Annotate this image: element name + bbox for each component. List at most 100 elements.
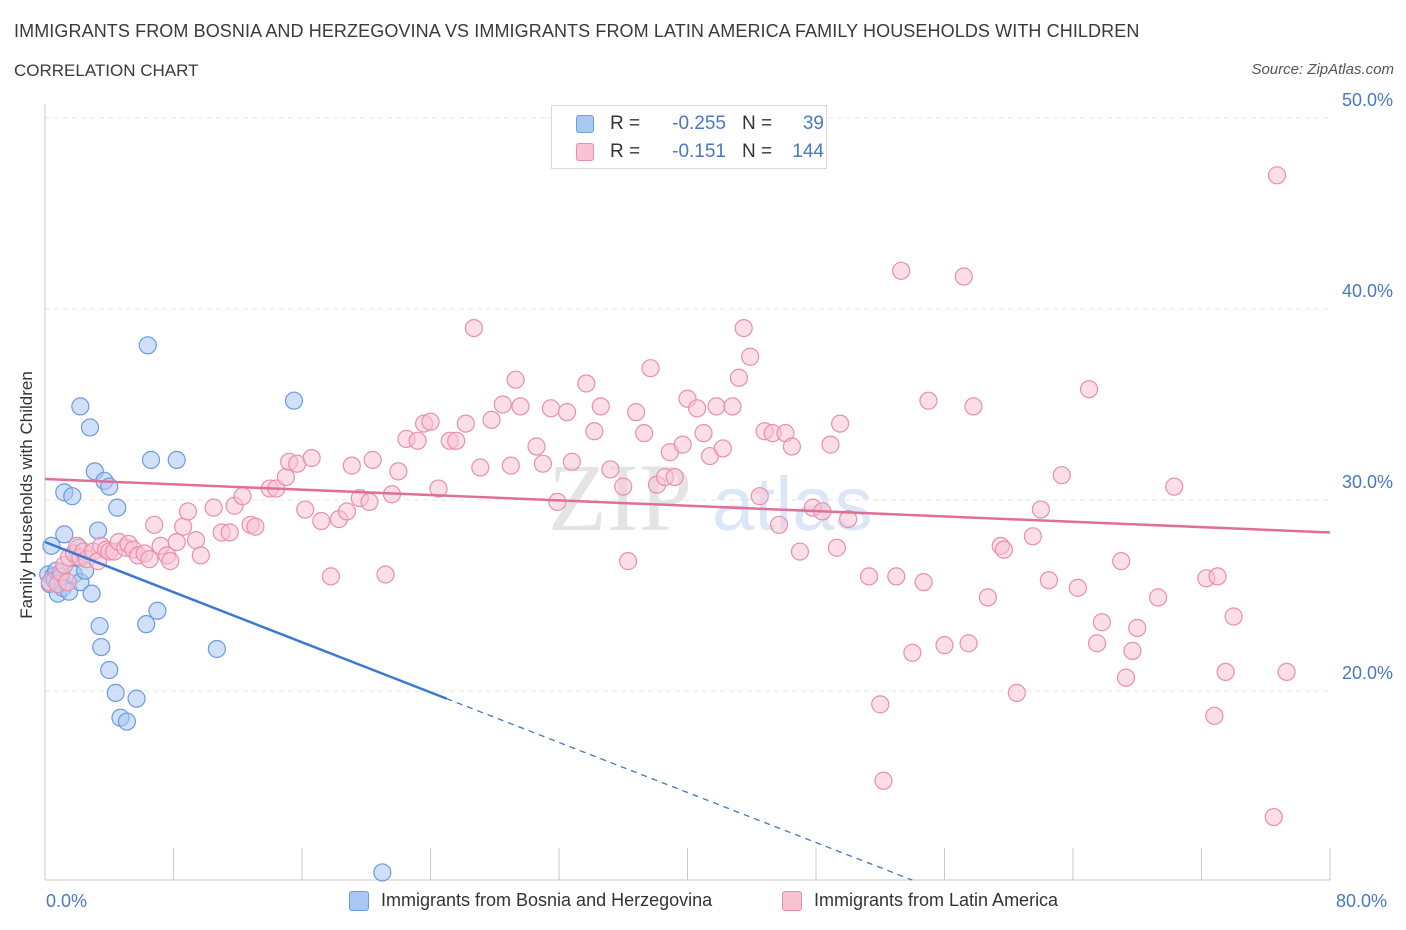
point-bosnia <box>106 683 125 703</box>
point-latin-america <box>1092 613 1112 632</box>
legend-row-latin-america: R = -0.151 N = 144 <box>576 140 824 164</box>
point-latin-america <box>1007 683 1026 703</box>
point-bosnia <box>117 712 137 731</box>
point-latin-america <box>618 552 638 571</box>
point-latin-america <box>782 437 802 456</box>
point-latin-america <box>161 552 180 571</box>
point-latin-america <box>58 573 77 592</box>
chart-subtitle: CORRELATION CHART <box>14 61 199 80</box>
point-latin-america <box>903 643 922 662</box>
point-latin-america <box>959 634 978 653</box>
point-latin-america <box>342 456 361 475</box>
point-bosnia <box>90 616 109 636</box>
axes <box>44 104 1331 881</box>
legend-swatch-latin-america <box>576 143 594 161</box>
point-bosnia <box>100 660 119 680</box>
point-latin-america <box>665 467 684 487</box>
point-latin-america <box>1052 466 1071 485</box>
point-latin-america <box>186 531 206 550</box>
point-latin-america <box>527 437 546 456</box>
y-tick-label: 40.0% <box>1342 281 1393 301</box>
point-latin-america <box>964 397 983 416</box>
point-latin-america <box>337 502 357 521</box>
point-latin-america <box>312 511 331 531</box>
series-label-bosnia: Immigrants from Bosnia and Herzegovina <box>381 890 713 910</box>
point-bosnia <box>141 450 161 469</box>
point-latin-america <box>178 502 198 521</box>
point-bosnia <box>92 637 111 657</box>
point-bosnia <box>55 525 74 544</box>
point-bosnia <box>108 498 127 517</box>
point-latin-america <box>191 546 210 565</box>
y-tick-label: 50.0% <box>1342 90 1393 110</box>
point-latin-america <box>1149 588 1168 607</box>
point-latin-america <box>204 498 223 517</box>
point-latin-america <box>220 523 239 542</box>
point-latin-america <box>641 359 660 378</box>
point-latin-america <box>1116 668 1136 687</box>
point-latin-america <box>140 550 159 569</box>
point-latin-america <box>723 397 742 416</box>
point-latin-america <box>408 431 427 450</box>
trend-line-bosnia-extension <box>446 698 913 881</box>
point-latin-america <box>464 319 483 338</box>
point-latin-america <box>919 391 938 410</box>
point-latin-america <box>1123 641 1142 660</box>
point-latin-america <box>978 588 997 607</box>
point-bosnia <box>284 391 304 410</box>
legend-n-value: 39 <box>802 113 824 134</box>
point-latin-america <box>321 567 341 586</box>
trend-line-latin-america <box>44 477 1331 534</box>
point-latin-america <box>839 509 858 529</box>
legend-n-label: N = <box>742 113 773 134</box>
point-latin-america <box>790 542 810 561</box>
point-latin-america <box>389 462 408 481</box>
point-latin-america <box>1208 567 1227 586</box>
point-latin-america <box>614 477 633 496</box>
watermark: ZIP atlas <box>548 444 873 551</box>
point-latin-america <box>734 319 753 338</box>
point-latin-america <box>1112 552 1131 571</box>
y-tick-labels: 20.0% 30.0% 40.0% 50.0% <box>1342 90 1393 683</box>
point-latin-america <box>830 414 850 433</box>
point-latin-america <box>1128 618 1147 638</box>
point-latin-america <box>585 422 604 441</box>
point-latin-america <box>954 267 973 286</box>
point-latin-america <box>1087 634 1107 653</box>
point-latin-america <box>302 448 321 468</box>
point-latin-america <box>577 374 596 393</box>
data-points <box>39 166 1296 882</box>
point-latin-america <box>145 515 164 534</box>
point-latin-america <box>1031 500 1050 519</box>
point-latin-america <box>360 492 379 512</box>
point-latin-america <box>174 517 193 536</box>
legend-n-value: 144 <box>792 141 824 162</box>
point-latin-america <box>688 399 707 418</box>
point-latin-america <box>1023 527 1042 546</box>
point-latin-america <box>511 397 530 416</box>
point-latin-america <box>827 538 846 557</box>
point-latin-america <box>447 431 466 450</box>
point-latin-america <box>533 454 553 473</box>
point-latin-america <box>821 435 840 454</box>
legend-r-label: R = <box>610 141 641 162</box>
series-label-latin-america: Immigrants from Latin America <box>814 890 1059 910</box>
point-latin-america <box>541 399 561 418</box>
point-latin-america <box>871 695 890 714</box>
point-latin-america <box>874 771 893 790</box>
point-latin-america <box>421 412 440 431</box>
point-latin-america <box>493 395 512 414</box>
chart-title: IMMIGRANTS FROM BOSNIA AND HERZEGOVINA V… <box>14 21 1140 41</box>
correlation-legend: R = -0.255 N = 39 R = -0.151 N = 144 <box>551 105 827 169</box>
trend-line-bosnia <box>44 540 448 700</box>
point-bosnia <box>167 450 186 469</box>
legend-r-label: R = <box>610 113 641 134</box>
point-latin-america <box>859 567 879 586</box>
point-latin-america <box>376 565 395 584</box>
point-latin-america <box>1068 578 1087 597</box>
point-latin-america <box>1039 571 1059 590</box>
y-tick-label: 30.0% <box>1342 472 1393 492</box>
point-bosnia <box>71 397 90 416</box>
point-bosnia <box>82 584 101 603</box>
